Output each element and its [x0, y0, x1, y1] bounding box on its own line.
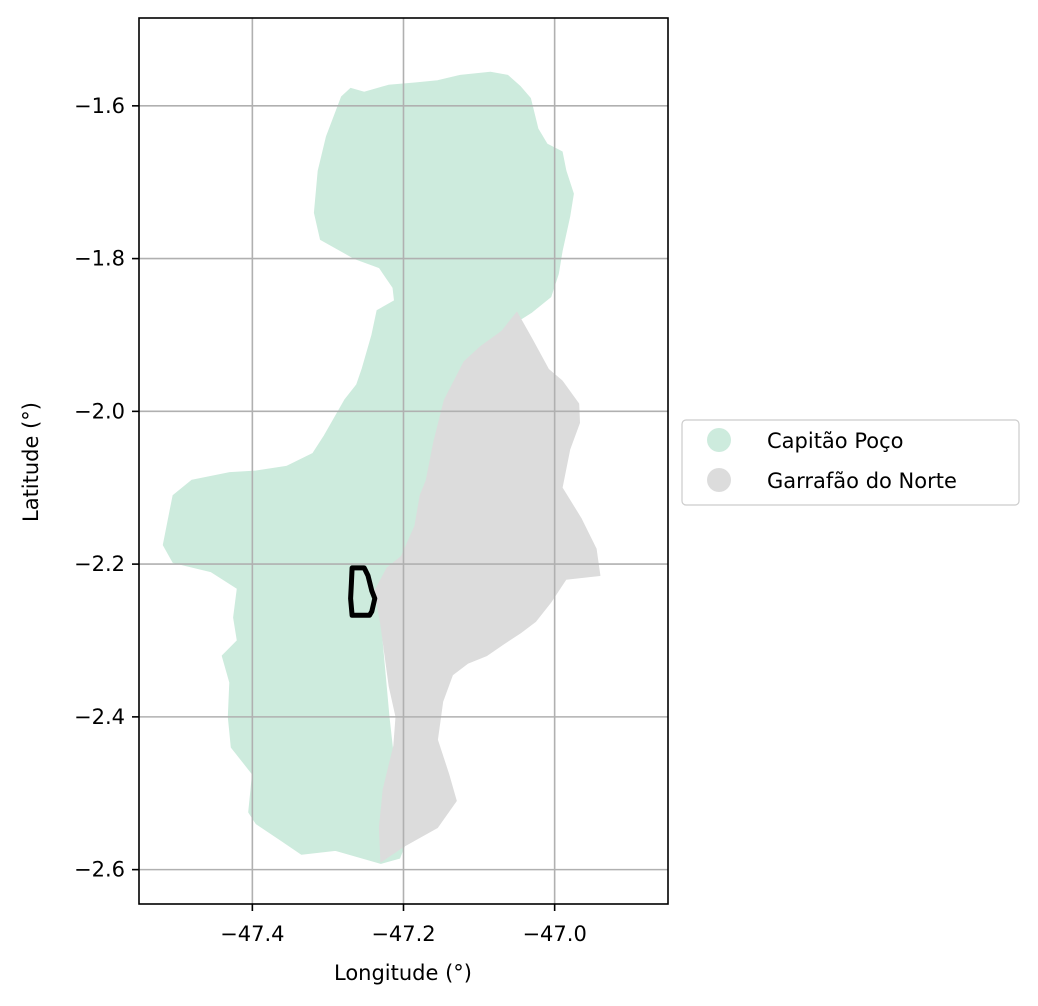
x-tick-label-0: −47.4 — [220, 922, 284, 946]
x-tick-label-1: −47.2 — [371, 922, 435, 946]
highlight-outline — [348, 565, 378, 618]
y-tick-label-5: −2.6 — [74, 858, 125, 882]
legend-frame — [681, 419, 1020, 506]
x-axis-label: Longitude (°) — [334, 961, 472, 985]
y-tick-label-1: −1.8 — [74, 247, 125, 271]
legend-label-capitao-poco: Capitão Poço — [767, 429, 903, 453]
legend-label-garrafao-do-norte: Garrafão do Norte — [767, 469, 957, 493]
y-tick-label-2: −2.0 — [74, 399, 125, 423]
legend-swatch-capitao-poco — [707, 428, 731, 452]
grid-layer — [139, 18, 668, 904]
ticks-layer: −47.4 −47.2 −47.0 −1.6 −1.8 −2.0 −2.2 −2.4 −2.6 — [74, 94, 587, 946]
legend-swatch-garrafao-do-norte — [707, 468, 731, 492]
regions-layer — [162, 71, 601, 864]
legend: Capitão Poço Garrafão do Norte — [681, 419, 1020, 506]
y-axis-label: Latitude (°) — [19, 402, 43, 522]
outline-layer — [348, 565, 378, 618]
x-tick-label-2: −47.0 — [522, 922, 586, 946]
y-tick-label-4: −2.4 — [74, 705, 125, 729]
y-tick-label-3: −2.2 — [74, 552, 125, 576]
region-garrafao-do-norte — [374, 311, 601, 863]
region-capitao-poco — [162, 71, 574, 864]
y-tick-label-0: −1.6 — [74, 94, 125, 118]
